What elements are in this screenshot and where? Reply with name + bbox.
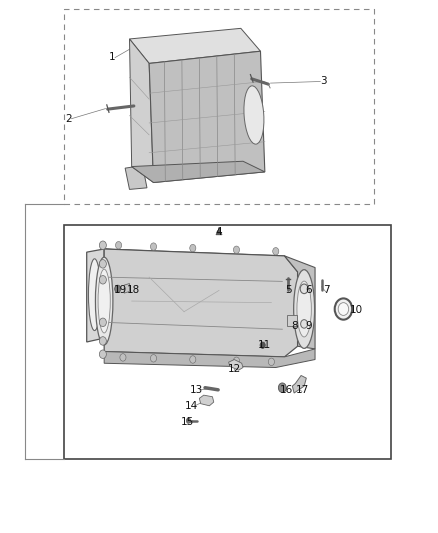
- Circle shape: [115, 285, 121, 293]
- Polygon shape: [130, 39, 153, 182]
- Circle shape: [300, 320, 307, 328]
- Circle shape: [300, 284, 308, 294]
- Text: 7: 7: [323, 286, 329, 295]
- Bar: [64, 225, 392, 459]
- Circle shape: [99, 337, 106, 345]
- Text: 3: 3: [321, 77, 327, 86]
- Circle shape: [233, 246, 240, 254]
- Circle shape: [190, 356, 196, 363]
- Circle shape: [99, 241, 106, 249]
- Circle shape: [99, 350, 106, 359]
- Circle shape: [335, 298, 352, 320]
- Text: 18: 18: [127, 286, 141, 295]
- Polygon shape: [104, 249, 297, 357]
- Circle shape: [268, 358, 275, 366]
- Text: 13: 13: [190, 385, 203, 395]
- Circle shape: [273, 247, 279, 255]
- Text: 6: 6: [305, 286, 312, 295]
- Ellipse shape: [95, 257, 113, 345]
- Circle shape: [150, 243, 156, 251]
- Circle shape: [190, 244, 196, 252]
- Polygon shape: [87, 249, 104, 342]
- Polygon shape: [229, 360, 243, 370]
- Polygon shape: [130, 28, 261, 63]
- Text: 8: 8: [291, 321, 297, 331]
- Text: 19: 19: [114, 286, 127, 295]
- Circle shape: [279, 383, 286, 392]
- Text: 1: 1: [109, 52, 115, 61]
- Text: 16: 16: [280, 385, 293, 395]
- Ellipse shape: [297, 281, 311, 337]
- Ellipse shape: [293, 270, 314, 349]
- Polygon shape: [292, 375, 306, 393]
- Circle shape: [150, 354, 156, 362]
- Polygon shape: [285, 256, 315, 349]
- Circle shape: [186, 418, 191, 423]
- Ellipse shape: [244, 86, 264, 144]
- Bar: [287, 316, 297, 326]
- Polygon shape: [102, 249, 285, 258]
- Circle shape: [233, 357, 240, 365]
- Bar: [64, 9, 374, 204]
- Circle shape: [338, 303, 349, 316]
- Text: 11: 11: [258, 340, 272, 350]
- Circle shape: [99, 276, 106, 284]
- Text: 17: 17: [295, 385, 309, 395]
- Polygon shape: [125, 165, 147, 189]
- Polygon shape: [199, 395, 214, 406]
- Polygon shape: [132, 161, 265, 182]
- Ellipse shape: [98, 269, 110, 333]
- Circle shape: [99, 260, 106, 268]
- Circle shape: [116, 241, 122, 249]
- Text: 5: 5: [286, 286, 292, 295]
- Polygon shape: [104, 349, 315, 368]
- Circle shape: [99, 318, 106, 327]
- Ellipse shape: [88, 259, 101, 330]
- Circle shape: [120, 354, 126, 361]
- Text: 15: 15: [181, 417, 194, 427]
- Polygon shape: [149, 51, 265, 182]
- Circle shape: [260, 342, 265, 349]
- Polygon shape: [124, 284, 130, 293]
- Text: 10: 10: [350, 305, 363, 315]
- Text: 12: 12: [228, 364, 241, 374]
- Text: 4: 4: [215, 227, 223, 237]
- Text: 9: 9: [305, 321, 312, 331]
- Text: 14: 14: [185, 401, 198, 411]
- Text: 2: 2: [65, 114, 72, 124]
